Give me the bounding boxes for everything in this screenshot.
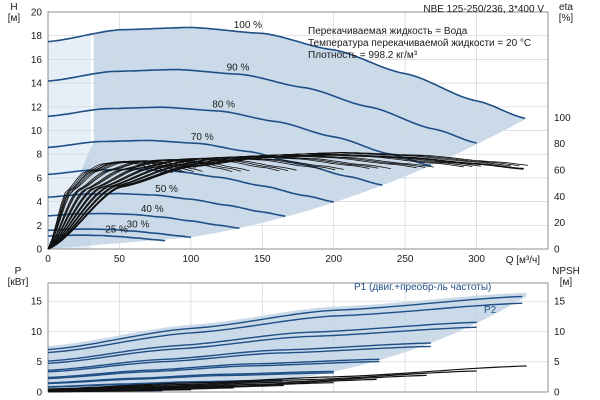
npsh-tick-label: 0 xyxy=(554,388,560,399)
npsh-tick-label: 10 xyxy=(554,327,566,338)
npsh-curve-90 xyxy=(47,370,477,391)
speed-label-100: 100 % xyxy=(234,20,262,31)
npsh-curve-25 xyxy=(48,389,163,393)
head-operating-region xyxy=(48,27,527,250)
h-tick-label: 0 xyxy=(36,245,42,256)
speed-label-70: 70 % xyxy=(191,132,214,143)
head-curve-90 xyxy=(47,68,477,144)
npsh-axis-unit: [м] xyxy=(560,277,573,288)
q-tick-label: 150 xyxy=(254,254,271,265)
efficiency-curve xyxy=(47,160,182,250)
npsh-curve-100 xyxy=(47,365,527,390)
speed-label-80: 80 % xyxy=(212,100,235,111)
eta-tick-label: 40 xyxy=(554,192,566,203)
head-curve-100 xyxy=(47,26,526,120)
power-p2-curve-60 xyxy=(47,372,334,385)
eta-tick-label: 80 xyxy=(554,139,566,150)
power-p2-curve-80 xyxy=(47,345,431,373)
speed-label-50: 50 % xyxy=(155,184,178,195)
npsh-axis-label: NPSH xyxy=(552,266,580,277)
h-axis-label: H xyxy=(10,2,17,13)
h-tick-label: 14 xyxy=(31,79,43,90)
h-tick-label: 16 xyxy=(31,55,43,66)
eta-tick-label: 100 xyxy=(554,113,571,124)
speed-label-40: 40 % xyxy=(141,204,164,215)
speed-label-60: 60 % xyxy=(174,160,197,171)
p-axis-unit: [кВт] xyxy=(8,277,29,288)
info-line: Перекачиваемая жидкость = Вода xyxy=(308,26,468,37)
h-tick-label: 12 xyxy=(31,102,43,113)
efficiency-curve-100 xyxy=(47,153,524,250)
eta-axis-label: eta xyxy=(559,2,573,13)
speed-label-25: 25 % xyxy=(105,225,128,236)
power-p2-curve-100 xyxy=(47,302,523,354)
chart-title: NBE 125-250/236, 3*400 V xyxy=(423,4,544,15)
p-tick-label: 0 xyxy=(36,388,42,399)
q-tick-label: 100 xyxy=(183,254,200,265)
h-axis-unit: [м] xyxy=(8,13,21,24)
speed-label-90: 90 % xyxy=(227,62,250,73)
p-axis-label: P xyxy=(15,266,22,277)
h-tick-label: 10 xyxy=(31,126,43,137)
npsh-tick-label: 5 xyxy=(554,357,560,368)
power-p1-curve-100 xyxy=(47,295,523,351)
h-tick-label: 8 xyxy=(36,150,42,161)
p2-annotation: P2 xyxy=(484,305,497,316)
h-tick-label: 20 xyxy=(31,8,43,19)
info-line: Плотность = 998.2 кг/м³ xyxy=(308,50,418,61)
q-tick-label: 200 xyxy=(325,254,342,265)
p-tick-label: 5 xyxy=(36,357,42,368)
p-tick-label: 10 xyxy=(31,327,43,338)
p-tick-label: 15 xyxy=(31,297,43,308)
eta-tick-label: 60 xyxy=(554,166,566,177)
info-line: Температура перекачиваемой жидкости = 20… xyxy=(308,38,531,49)
efficiency-curve xyxy=(47,161,164,250)
head-curve-80 xyxy=(47,106,432,167)
h-tick-label: 2 xyxy=(36,221,42,232)
power-p1-curve-70 xyxy=(47,358,380,379)
power-operating-region xyxy=(48,292,527,392)
power-p2-curve-90 xyxy=(47,326,477,364)
q-tick-label: 250 xyxy=(397,254,414,265)
head-curve-70 xyxy=(47,139,383,186)
h-tick-label: 6 xyxy=(36,173,42,184)
power-p1-curve-60 xyxy=(47,370,334,384)
speed-label-30: 30 % xyxy=(127,220,150,231)
power-p2-curve-70 xyxy=(47,360,380,380)
bottom-plot-frame xyxy=(47,282,549,393)
q-tick-label: 300 xyxy=(468,254,485,265)
power-p1-curve-90 xyxy=(47,321,477,362)
eta-tick-label: 20 xyxy=(554,218,566,229)
top-plot-frame xyxy=(47,11,549,250)
h-tick-label: 4 xyxy=(36,197,42,208)
eta-axis-unit: [%] xyxy=(559,13,574,24)
p1-annotation: P1 (двиг.+преобр-ль частоты) xyxy=(354,281,491,293)
h-tick-label: 18 xyxy=(31,31,43,42)
q-tick-label: 0 xyxy=(45,254,51,265)
q-tick-label: 50 xyxy=(114,254,126,265)
eta-tick-label: 0 xyxy=(554,245,560,256)
npsh-tick-label: 15 xyxy=(554,297,566,308)
power-p1-curve-80 xyxy=(47,342,431,371)
q-axis-label: Q [м³/ч] xyxy=(506,255,541,266)
npsh-curve-80 xyxy=(47,374,427,391)
